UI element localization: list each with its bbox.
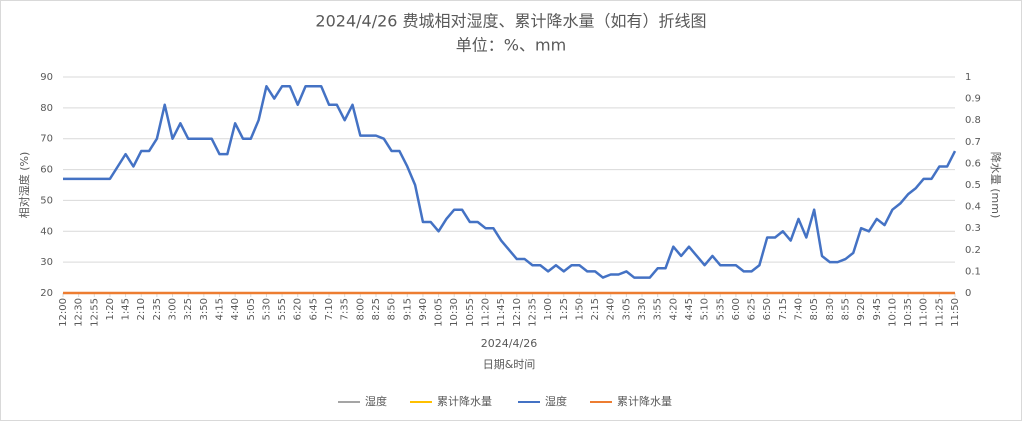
x-tick-label: 1:00 — [543, 298, 554, 320]
x-tick-label: 1:45 — [121, 298, 132, 320]
y-tick-label: 70 — [40, 134, 53, 145]
x-tick-label: 9:40 — [418, 298, 429, 320]
x-tick-label: 4:15 — [214, 298, 225, 320]
x-tick-label: 6:00 — [731, 298, 742, 320]
x-tick-label: 11:00 — [919, 298, 930, 327]
y2-tick-label: 0 — [965, 288, 971, 299]
x-tick-label: 8:25 — [371, 298, 382, 320]
y2-tick-label: 0.5 — [965, 180, 981, 191]
legend-label: 累计降水量 — [437, 394, 492, 408]
x-tick-label: 2:15 — [590, 298, 601, 320]
x-tick-label: 12:00 — [58, 298, 69, 327]
x-tick-label: 9:15 — [402, 298, 413, 320]
x-axis-label: 日期&时间 — [483, 358, 536, 371]
x-tick-label: 10:35 — [903, 298, 914, 327]
x-tick-label: 11:25 — [934, 298, 945, 327]
x-tick-label: 5:55 — [277, 298, 288, 320]
x-tick-label: 6:20 — [293, 298, 304, 320]
x-tick-label: 12:35 — [527, 298, 538, 327]
x-tick-label: 8:05 — [809, 298, 820, 320]
y2-tick-label: 0.6 — [965, 158, 981, 169]
x-tick-label: 8:00 — [355, 298, 366, 320]
x-tick-label: 8:30 — [825, 298, 836, 320]
x-tick-label: 11:20 — [481, 298, 492, 327]
x-tick-label: 12:30 — [74, 298, 85, 327]
x-tick-label: 11:50 — [950, 298, 961, 327]
x-group-label: 2024/4/26 — [481, 337, 537, 350]
x-tick-label: 12:55 — [89, 298, 100, 327]
x-tick-label: 10:30 — [449, 298, 460, 327]
x-tick-label: 9:45 — [872, 298, 883, 320]
y2-tick-label: 0.9 — [965, 94, 981, 105]
y-tick-label: 80 — [40, 103, 53, 114]
x-tick-label: 6:50 — [762, 298, 773, 320]
y-tick-label: 20 — [40, 288, 53, 299]
x-tick-label: 9:20 — [856, 298, 867, 320]
x-tick-label: 6:45 — [308, 298, 319, 320]
x-tick-label: 5:35 — [715, 298, 726, 320]
chart-subtitle: 单位：%、mm — [456, 36, 566, 55]
x-tick-label: 1:20 — [105, 298, 116, 320]
x-tick-label: 7:10 — [324, 298, 335, 320]
x-tick-label: 2:35 — [152, 298, 163, 320]
x-tick-label: 3:00 — [168, 298, 179, 320]
x-tick-label: 2:40 — [606, 298, 617, 320]
y-tick-label: 30 — [40, 257, 53, 268]
x-tick-label: 8:50 — [387, 298, 398, 320]
x-tick-label: 10:55 — [465, 298, 476, 327]
x-tick-label: 5:05 — [246, 298, 257, 320]
y2-tick-label: 0.8 — [965, 115, 981, 126]
y2-tick-label: 1 — [965, 72, 971, 83]
x-tick-label: 6:25 — [747, 298, 758, 320]
line — [63, 85, 957, 279]
x-tick-label: 3:25 — [183, 298, 194, 320]
x-tick-label: 5:10 — [700, 298, 711, 320]
x-tick-label: 4:40 — [230, 298, 241, 320]
y-tick-label: 50 — [40, 195, 53, 206]
y-tick-label: 90 — [40, 72, 53, 83]
y2-axis-label: 降水量 (mm) — [989, 152, 1003, 219]
legend-label: 湿度 — [545, 394, 567, 408]
x-tick-label: 8:55 — [840, 298, 851, 320]
x-tick-label: 7:15 — [778, 298, 789, 320]
x-tick-label: 3:30 — [637, 298, 648, 320]
y-axis-label: 相对湿度 (%) — [17, 152, 31, 219]
x-tick-label: 3:50 — [199, 298, 210, 320]
x-tick-label: 1:25 — [559, 298, 570, 320]
x-tick-label: 11:45 — [496, 298, 507, 327]
y-tick-label: 60 — [40, 165, 53, 176]
legend-label: 湿度 — [365, 394, 387, 408]
x-tick-label: 10:05 — [434, 298, 445, 327]
y2-tick-label: 0.7 — [965, 137, 981, 148]
y2-tick-label: 0.1 — [965, 266, 981, 277]
x-tick-label: 3:55 — [653, 298, 664, 320]
x-tick-label: 1:50 — [574, 298, 585, 320]
x-tick-label: 4:45 — [684, 298, 695, 320]
x-tick-label: 5:30 — [261, 298, 272, 320]
y2-tick-label: 0.2 — [965, 245, 981, 256]
chart-title: 2024/4/26 费城相对湿度、累计降水量（如有）折线图 — [315, 12, 706, 31]
x-tick-label: 2:10 — [136, 298, 147, 320]
x-tick-label: 4:20 — [668, 298, 679, 320]
x-tick-label: 7:40 — [794, 298, 805, 320]
x-tick-label: 7:35 — [340, 298, 351, 320]
y2-tick-label: 0.4 — [965, 202, 981, 213]
x-tick-label: 3:05 — [621, 298, 632, 320]
x-tick-label: 10:10 — [887, 298, 898, 327]
y2-tick-label: 0.3 — [965, 223, 981, 234]
y-tick-label: 40 — [40, 226, 53, 237]
legend-label: 累计降水量 — [617, 394, 672, 408]
x-tick-label: 12:10 — [512, 298, 523, 327]
